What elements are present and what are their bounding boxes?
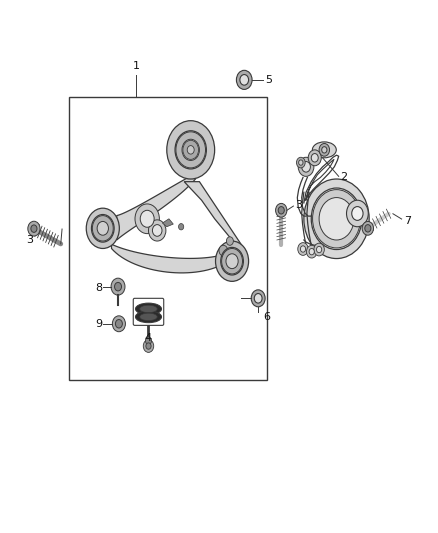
- Polygon shape: [117, 179, 196, 240]
- Text: 9: 9: [95, 319, 102, 329]
- Circle shape: [152, 224, 162, 236]
- Ellipse shape: [140, 305, 157, 313]
- Circle shape: [237, 70, 252, 90]
- Text: 6: 6: [263, 312, 270, 321]
- Circle shape: [135, 204, 159, 233]
- Circle shape: [222, 248, 243, 274]
- Text: 1: 1: [133, 61, 140, 71]
- Circle shape: [226, 254, 238, 269]
- Circle shape: [278, 207, 284, 214]
- Circle shape: [309, 248, 314, 255]
- Polygon shape: [184, 182, 246, 252]
- Circle shape: [276, 204, 287, 217]
- Circle shape: [311, 188, 362, 249]
- Bar: [69, 97, 267, 381]
- Circle shape: [308, 150, 321, 166]
- Circle shape: [251, 290, 265, 307]
- Circle shape: [146, 343, 151, 349]
- Circle shape: [167, 120, 215, 179]
- Circle shape: [113, 316, 125, 332]
- Circle shape: [221, 247, 244, 275]
- Ellipse shape: [140, 313, 157, 320]
- Circle shape: [92, 215, 114, 242]
- Polygon shape: [112, 244, 218, 273]
- Circle shape: [86, 208, 119, 248]
- Circle shape: [311, 154, 318, 162]
- Circle shape: [143, 340, 154, 352]
- Circle shape: [182, 139, 199, 160]
- Text: 7: 7: [404, 216, 411, 226]
- Text: 2: 2: [340, 172, 347, 182]
- Text: 5: 5: [265, 75, 272, 85]
- Text: 8: 8: [95, 282, 102, 293]
- Ellipse shape: [135, 311, 162, 322]
- Circle shape: [300, 246, 306, 252]
- Text: 4: 4: [145, 333, 152, 343]
- Circle shape: [179, 223, 184, 230]
- Circle shape: [304, 179, 369, 259]
- Circle shape: [254, 294, 262, 303]
- Circle shape: [140, 211, 154, 227]
- Circle shape: [297, 157, 305, 168]
- Circle shape: [313, 190, 360, 248]
- Circle shape: [116, 319, 122, 328]
- Circle shape: [176, 132, 205, 168]
- Circle shape: [115, 282, 121, 291]
- Text: 3: 3: [26, 235, 33, 245]
- Circle shape: [362, 221, 374, 235]
- Circle shape: [111, 278, 125, 295]
- Circle shape: [322, 147, 327, 153]
- Circle shape: [319, 143, 329, 156]
- Circle shape: [314, 243, 324, 256]
- Ellipse shape: [312, 142, 336, 158]
- Circle shape: [346, 200, 368, 227]
- Circle shape: [148, 220, 166, 241]
- Text: 3: 3: [295, 200, 302, 210]
- Circle shape: [352, 207, 363, 220]
- Circle shape: [219, 245, 228, 256]
- Circle shape: [319, 198, 354, 240]
- Circle shape: [183, 140, 198, 159]
- Circle shape: [302, 161, 311, 172]
- Circle shape: [317, 246, 322, 253]
- Circle shape: [145, 337, 152, 344]
- Circle shape: [28, 221, 40, 236]
- Circle shape: [298, 157, 314, 176]
- Ellipse shape: [135, 303, 162, 315]
- Polygon shape: [162, 219, 173, 227]
- Circle shape: [187, 146, 194, 154]
- Circle shape: [226, 237, 233, 245]
- Circle shape: [307, 245, 317, 258]
- Circle shape: [299, 160, 303, 165]
- Circle shape: [97, 221, 109, 235]
- Circle shape: [365, 224, 371, 232]
- Circle shape: [215, 241, 249, 281]
- Circle shape: [92, 216, 113, 241]
- Circle shape: [31, 225, 37, 232]
- Circle shape: [298, 243, 308, 255]
- Circle shape: [175, 131, 206, 169]
- Circle shape: [240, 75, 249, 85]
